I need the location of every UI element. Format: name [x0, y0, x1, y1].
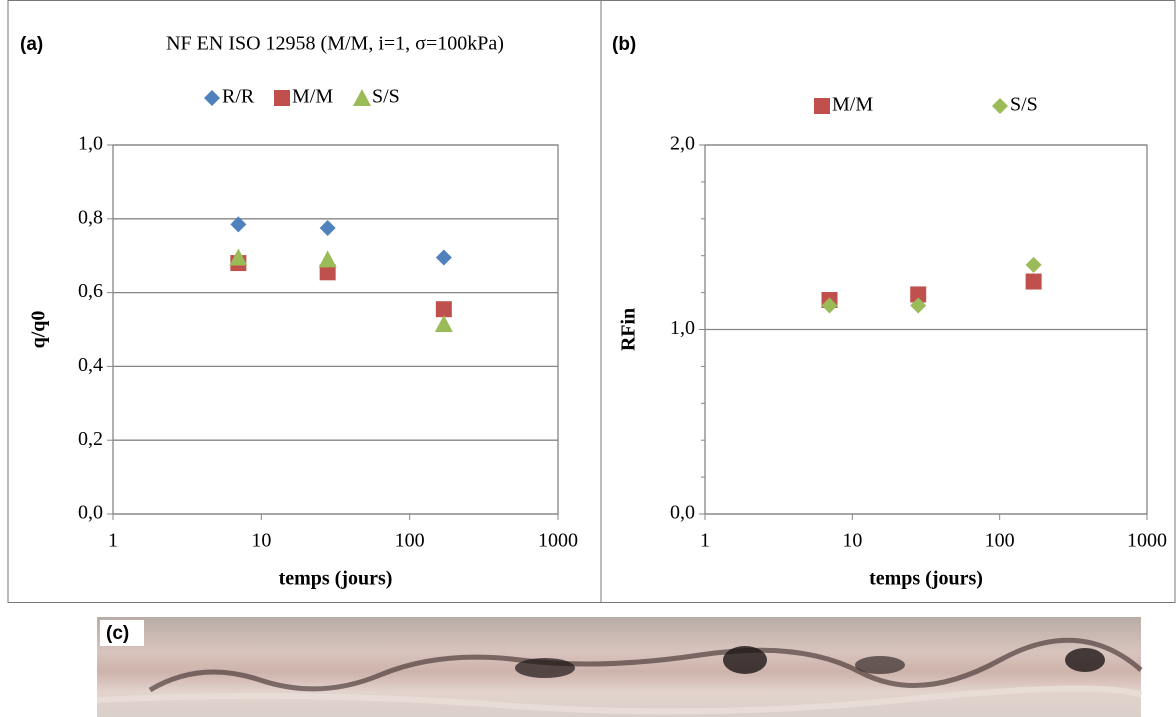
photo: (c)	[96, 617, 1143, 717]
data-point	[318, 250, 337, 268]
plot-frame	[112, 144, 559, 515]
legend-marker	[274, 90, 290, 106]
legend-marker	[353, 89, 371, 106]
x-tick-label: 1000	[1127, 530, 1167, 552]
x-tick-label: 1	[108, 530, 118, 552]
data-point	[435, 249, 452, 266]
x-axis-title: temps (jours)	[869, 568, 983, 590]
data-point	[229, 248, 248, 266]
legend-label: M/M	[832, 94, 873, 116]
legend-label: S/S	[1010, 94, 1038, 116]
data-point	[910, 297, 927, 314]
data-point	[1025, 256, 1042, 273]
data-point	[1025, 273, 1042, 290]
photo-blob	[855, 656, 905, 674]
x-axis-title: temps (jours)	[279, 568, 393, 590]
panel-label: (b)	[612, 34, 636, 55]
data-point	[434, 314, 453, 332]
data-point	[230, 216, 247, 233]
y-tick-label: 0,0	[670, 502, 695, 524]
data-point	[910, 286, 927, 303]
chart-title: NF EN ISO 12958 (M/M, i=1, σ=100kPa)	[166, 33, 504, 55]
photo-layer	[96, 685, 1143, 715]
x-tick-label: 1	[700, 530, 710, 552]
photo-label: (c)	[106, 623, 129, 644]
data-point	[319, 264, 336, 281]
x-tick-label: 10	[251, 530, 271, 552]
legend-marker	[814, 98, 830, 114]
legend-label: R/R	[222, 86, 255, 108]
legend-label: M/M	[292, 86, 333, 108]
data-point	[821, 297, 838, 314]
legend-marker	[204, 90, 220, 106]
photo-blob	[1065, 648, 1105, 672]
y-axis-title: q/q0	[28, 311, 50, 349]
plot-frame	[704, 144, 1148, 515]
photo-layer	[148, 637, 1143, 693]
data-point	[435, 301, 452, 318]
y-tick-label: 1,0	[670, 317, 695, 339]
y-tick-label: 0,8	[78, 206, 103, 228]
panel-label: (a)	[20, 34, 43, 55]
data-point	[319, 220, 336, 237]
y-axis-title: RFin	[618, 308, 640, 351]
panel-frame	[600, 0, 1176, 603]
legend-label: S/S	[372, 86, 400, 108]
photo-blob	[723, 646, 767, 674]
x-tick-label: 1000	[538, 530, 578, 552]
y-tick-label: 1,0	[78, 133, 103, 155]
y-tick-label: 0,4	[78, 354, 103, 376]
y-tick-label: 2,0	[670, 133, 695, 155]
photo-background	[97, 617, 1141, 717]
photo-blob	[515, 658, 575, 678]
legend-marker	[992, 98, 1008, 114]
x-tick-label: 10	[842, 530, 862, 552]
y-tick-label: 0,2	[78, 428, 103, 450]
x-tick-label: 100	[395, 530, 425, 552]
y-tick-label: 0,6	[78, 280, 103, 302]
x-tick-label: 100	[985, 530, 1015, 552]
y-tick-label: 0,0	[78, 502, 103, 524]
photo-label-box	[100, 620, 144, 646]
